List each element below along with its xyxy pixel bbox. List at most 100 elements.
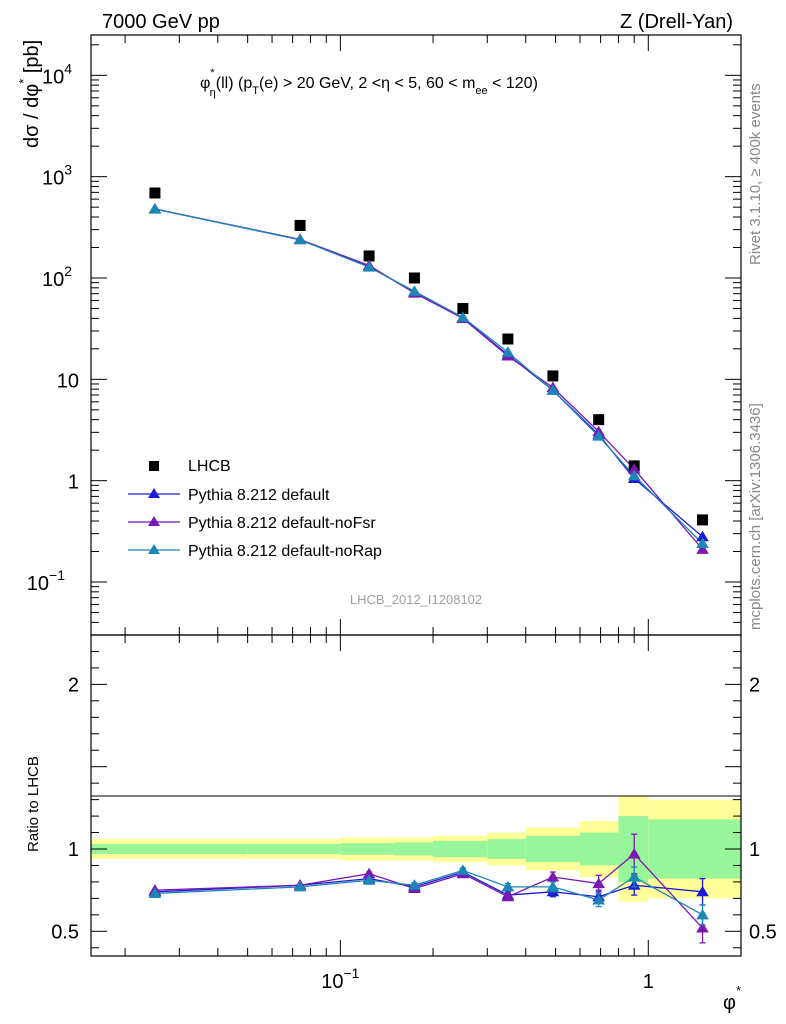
band-green-8 (618, 816, 649, 882)
ytick-base: 10 (42, 269, 64, 291)
ratio-point-noFsr (501, 890, 515, 902)
ratio-point-noRap (696, 908, 709, 920)
ratio-uncertainty-bands (91, 796, 741, 902)
band-green-2 (340, 843, 395, 855)
title-t-sub: T (252, 85, 259, 97)
ratio-ytick-label-left-2: 0.5 (51, 921, 79, 943)
data-point-lhcb (294, 219, 306, 231)
rivet-label: Rivet 3.1.10, ≥ 400k events (747, 83, 764, 265)
ytick-exp: −1 (49, 567, 65, 583)
header-right-label: Z (Drell-Yan) (620, 11, 733, 33)
ytick-exp: 3 (64, 162, 72, 178)
data-point-lhcb (457, 303, 469, 315)
xtick-label-1: 1 (643, 971, 654, 993)
ratio-point-noRap (293, 880, 307, 892)
ratio-line-noRap (154, 869, 703, 916)
ratio-point-noFsr (546, 870, 560, 882)
main-ytick-label-2: 102 (42, 263, 72, 291)
ylabel-unit: [pb] (21, 40, 43, 79)
xtick-base: 1 (643, 971, 654, 993)
ratio-point-noFsr (592, 877, 605, 889)
xlabel-phi: φ (723, 992, 736, 1014)
xtick-label-0: 10−1 (321, 965, 359, 993)
legend-marker-norap (148, 544, 160, 554)
legend-marker-nofsr (148, 516, 160, 526)
analysis-watermark: LHCB_2012_I1208102 (350, 592, 482, 607)
ratio-point-noRap (592, 894, 605, 905)
ratio-axis-ticks: 10−1 1 2 2 1 1 0.5 0.5 (51, 635, 777, 993)
data-point-lhcb (149, 187, 161, 199)
mc-point-noRap (696, 537, 709, 548)
ytick-base: 10 (57, 370, 79, 392)
ratio-ytick-label-right-1: 1 (749, 839, 760, 861)
ratio-point-noRap (501, 880, 515, 892)
title-star: * (210, 67, 215, 79)
legend-label-default: Pythia 8.212 default (188, 487, 330, 504)
ytick-base: 10 (42, 66, 64, 88)
data-point-lhcb (697, 514, 709, 526)
xlabel: φ* (723, 983, 741, 1014)
ratio-line-noFsr (154, 853, 704, 929)
main-title: φ* η(ll) (pT(e) > 20 GeV, 2 <η < 5, 60 < … (200, 67, 538, 99)
series-line-noRap (154, 208, 703, 544)
main-ytick-label-5: 10−1 (27, 567, 65, 595)
ratio-ytick-label-right-2: 0.5 (749, 921, 777, 943)
title-ee-sub: ee (475, 85, 487, 97)
header-left-label: 7000 GeV pp (102, 11, 220, 33)
band-green-6 (525, 835, 580, 863)
data-point-lhcb (408, 272, 420, 284)
xtick-exp: −1 (343, 965, 359, 981)
ratio-ylabel: Ratio to LHCB (25, 756, 42, 852)
ylabel-star: * (16, 79, 31, 84)
legend-marker-default (148, 488, 160, 498)
legend: LHCB Pythia 8.212 default Pythia 8.212 d… (128, 458, 382, 560)
ratio-point-noRap (362, 874, 376, 885)
ratio-point-noFsr (696, 922, 709, 933)
mc-point-noFsr (696, 543, 709, 554)
legend-item-norap: Pythia 8.212 default-noRap (128, 543, 382, 560)
ratio-point-noFsr (627, 847, 641, 859)
ytick-base: 10 (27, 573, 49, 595)
main-ylabel: dσ / dφ* [pb] (16, 40, 43, 148)
band-green-0 (91, 844, 248, 854)
mc-point-noRap (148, 203, 162, 214)
title-phi: φ (200, 75, 210, 92)
band-green-7 (579, 832, 619, 866)
title-ll: (ll) (p (216, 75, 253, 92)
band-green-4 (433, 840, 488, 858)
ratio-line-default (154, 871, 703, 898)
ratio-plot-frame (90, 634, 742, 957)
title-rest: (e) > 20 GeV, 2 <η < 5, 60 < m (259, 75, 475, 92)
ytick-exp: 2 (64, 263, 72, 279)
legend-label-lhcb: LHCB (188, 458, 231, 475)
mc-point-default (696, 530, 709, 542)
xtick-base: 10 (321, 971, 343, 993)
legend-item-default: Pythia 8.212 default (128, 487, 330, 504)
data-point-lhcb (502, 333, 514, 345)
mc-point-noFsr (627, 463, 641, 474)
ratio-ytick-label-left-1: 1 (68, 839, 79, 861)
band-green-3 (394, 842, 434, 856)
mc-point-noRap (293, 233, 307, 245)
ratio-point-noRap (627, 870, 641, 882)
ytick-base: 1 (68, 472, 79, 494)
legend-label-nofsr: Pythia 8.212 default-noFsr (188, 515, 376, 532)
ratio-series-marks (148, 833, 709, 944)
mc-point-noRap (408, 285, 421, 296)
ytick-exp: 4 (64, 60, 72, 76)
ratio-point-noRap (148, 887, 162, 898)
legend-item-nofsr: Pythia 8.212 default-noFsr (128, 515, 376, 532)
ratio-point-default (696, 885, 709, 897)
main-ytick-label-3: 10 (57, 370, 79, 392)
legend-item-lhcb: LHCB (149, 458, 231, 475)
ratio-point-noRap (408, 879, 421, 890)
mc-point-noRap (456, 311, 470, 322)
legend-label-norap: Pythia 8.212 default-noRap (188, 543, 382, 560)
title-eta-sub: η (210, 87, 216, 99)
mcplots-label: mcplots.cern.ch [arXiv:1306.3436] (747, 403, 764, 630)
mc-point-noRap (592, 430, 605, 441)
data-point-lhcb (363, 250, 375, 262)
band-green-1 (247, 844, 341, 854)
